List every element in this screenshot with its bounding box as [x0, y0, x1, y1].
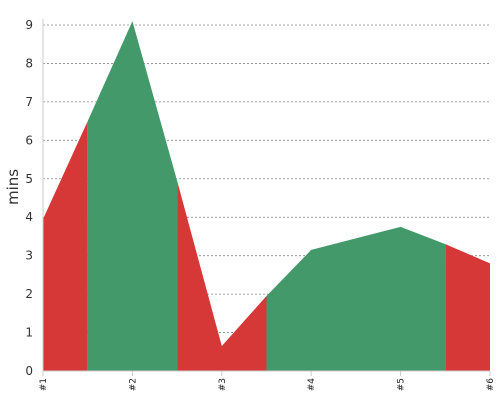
x-tick-label: #3 — [218, 378, 228, 391]
area-segment-red — [43, 121, 88, 371]
y-tick-label: 7 — [25, 95, 33, 109]
y-axis-title: mins — [4, 169, 22, 205]
y-tick-label: 8 — [25, 56, 33, 70]
y-tick-label: 4 — [25, 210, 33, 224]
x-tick-label: #5 — [397, 378, 407, 391]
y-tick-label: 6 — [25, 133, 33, 147]
area-segment-red — [445, 244, 490, 371]
y-tick-label: 5 — [25, 172, 33, 186]
x-tick-label: #4 — [307, 378, 317, 392]
area-segment-red — [177, 180, 267, 371]
y-tick-label: 9 — [25, 18, 33, 32]
area-segments — [43, 21, 490, 372]
y-tick-labels: 0 1 2 3 4 5 6 7 8 9 — [25, 18, 33, 378]
y-tick-label: 0 — [25, 364, 33, 378]
x-tick-label: #6 — [486, 378, 496, 392]
x-tick-label: #1 — [39, 378, 49, 391]
x-tick-label: #2 — [128, 378, 138, 391]
y-tick-label: 3 — [25, 249, 33, 263]
area-segment-green — [266, 226, 446, 371]
area-segment-green — [87, 21, 178, 372]
x-tick-labels: #1 #2 #3 #4 #5 #6 — [39, 378, 496, 392]
axes — [42, 19, 491, 376]
y-tick-label: 2 — [25, 287, 33, 301]
y-tick-label: 1 — [25, 326, 33, 340]
